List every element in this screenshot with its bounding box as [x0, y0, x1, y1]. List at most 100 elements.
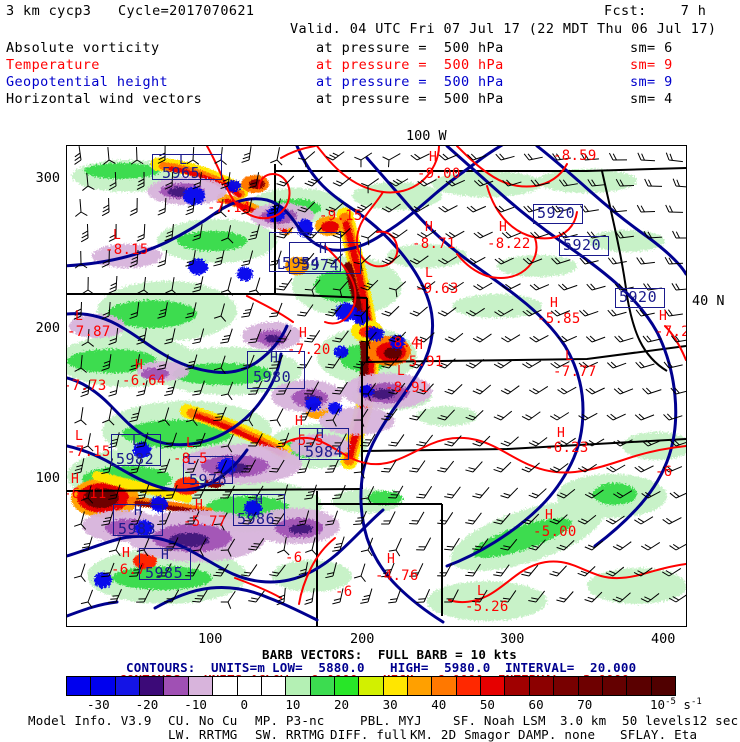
colorbar-swatch	[91, 677, 116, 695]
height-label-value: 5954	[282, 254, 321, 272]
colorbar-swatch	[529, 677, 555, 695]
valid-time-label: Valid. 04 UTC Fri 07 Jul 17 (22 MDT Thu …	[290, 21, 717, 37]
height-label-type: H	[270, 351, 278, 366]
temp-extremum-value: -8.91	[385, 380, 429, 396]
colorbar-swatch	[188, 677, 214, 695]
temp-extremum-letter: L	[75, 309, 83, 324]
field-label-height: Geopotential height	[6, 74, 169, 90]
wind-barb	[464, 456, 483, 476]
wind-barb	[665, 152, 685, 163]
map-panel[interactable]: L 5965 H 5974 L 5954 5920 5920 5920 H 59…	[66, 145, 687, 627]
barb-legend: BARB VECTORS: FULL BARB = 10 kts	[262, 647, 517, 662]
height-label-value: 5974	[301, 256, 340, 274]
wind-barb	[665, 204, 684, 213]
wind-barb	[500, 379, 520, 397]
footer-item: 3.0 km	[560, 713, 607, 728]
wind-barb	[241, 146, 252, 164]
colorbar-tick: 60	[528, 697, 544, 712]
wind-barb	[387, 429, 405, 450]
height-label-type: H	[255, 493, 263, 508]
temp-contour-label: -6	[335, 584, 353, 600]
wind-barb	[466, 199, 487, 214]
temp-extremum-letter: H	[499, 220, 507, 235]
field-pressure-temperature: at pressure = 500 hPa	[316, 57, 504, 73]
height-contour-interval: INTERVAL= 20.000	[505, 660, 637, 675]
height-label-value: 5965	[162, 164, 201, 182]
wind-barb	[465, 353, 485, 371]
footer-item: SW. RRTMG	[255, 727, 325, 742]
height-label-box	[139, 548, 191, 580]
wind-barb	[607, 254, 628, 266]
wind-barb	[585, 381, 606, 397]
footer-item: KM. 2D Smagor	[410, 727, 511, 742]
vorticity-colorbar[interactable]	[66, 676, 676, 696]
x-tick-200: 200	[350, 631, 375, 647]
wind-barb	[268, 299, 283, 320]
wind-barb	[500, 328, 521, 345]
wind-barb	[464, 508, 482, 528]
height-label-box	[533, 204, 583, 224]
temp-extremum-letter: L	[186, 436, 194, 451]
field-smoothing-height: sm= 9	[630, 74, 673, 90]
footer-item: SF. Noah LSM	[453, 713, 546, 728]
colorbar-swatch	[164, 677, 189, 695]
colorbar-swatch	[310, 677, 335, 695]
wind-barb	[672, 178, 686, 188]
temp-extremum-letter: L	[75, 429, 83, 444]
wind-barb	[640, 536, 661, 553]
colorbar-tick: 40	[431, 697, 447, 712]
wind-barb	[408, 507, 425, 528]
wind-barb	[360, 535, 379, 557]
temp-extremum-value: -9.63	[415, 281, 459, 297]
temp-extremum-value: -6.7	[111, 562, 146, 578]
wind-barb	[585, 330, 606, 344]
wind-barb	[415, 481, 433, 502]
x-tick-100: 100	[198, 631, 223, 647]
wind-barb	[528, 380, 549, 397]
wind-barb	[528, 482, 547, 501]
temp-extremum-letter: L	[565, 349, 573, 364]
height-label-type: L	[132, 434, 140, 449]
wind-barb	[444, 327, 464, 345]
wind-barb	[443, 482, 461, 502]
colorbar-swatch	[578, 677, 603, 695]
temp-extremum-value: -9.15	[319, 208, 363, 224]
colorbar-tick: 20	[333, 697, 350, 712]
temp-extremum-value: -7.2	[655, 324, 687, 340]
height-label-box	[289, 242, 361, 274]
footer-block: Model Info. V3.9 CU. No Cu MP. P3-nc PBL. M…	[0, 713, 740, 742]
colorbar-swatch	[651, 677, 675, 695]
wind-barb	[669, 485, 686, 500]
wind-barb	[388, 223, 408, 241]
colorbar-swatch	[383, 677, 409, 695]
wind-barb	[523, 149, 544, 162]
wind-barb	[472, 327, 492, 345]
colorbar-units-base: 10	[650, 697, 666, 713]
wind-barb	[380, 455, 397, 476]
temp-extremum-value: -5.00	[533, 524, 577, 540]
x-tick-400: 400	[651, 631, 676, 647]
temp-extremum-value: -7.14	[207, 200, 251, 216]
wind-barb	[495, 149, 516, 162]
wind-barb	[220, 275, 238, 296]
temp-extremum-value: -7.20	[287, 342, 331, 358]
wind-barb	[353, 561, 372, 583]
temp-extremum-value: -6.11	[66, 486, 107, 502]
wind-barb	[493, 405, 513, 423]
wind-barb	[415, 533, 432, 554]
temp-extremum-letter: H	[195, 498, 203, 513]
temp-extremum-letter: H	[550, 296, 558, 311]
y-tick-100: 100	[35, 470, 60, 486]
footer-item: CU. No Cu	[168, 713, 238, 728]
colorbar-units-tail-exponent: -1	[690, 697, 702, 707]
height-label-box	[615, 288, 665, 308]
wind-barb	[557, 278, 578, 292]
wind-barb	[521, 405, 541, 423]
temp-extremum-letter: L	[425, 266, 433, 281]
field-label-wind: Horizontal wind vectors	[6, 91, 203, 107]
temp-extremum-value: -7.73	[66, 378, 107, 394]
wind-barb	[500, 431, 520, 449]
wind-barb	[671, 281, 686, 291]
temp-extremum-letter: H	[557, 426, 565, 441]
height-label-box	[299, 428, 349, 460]
